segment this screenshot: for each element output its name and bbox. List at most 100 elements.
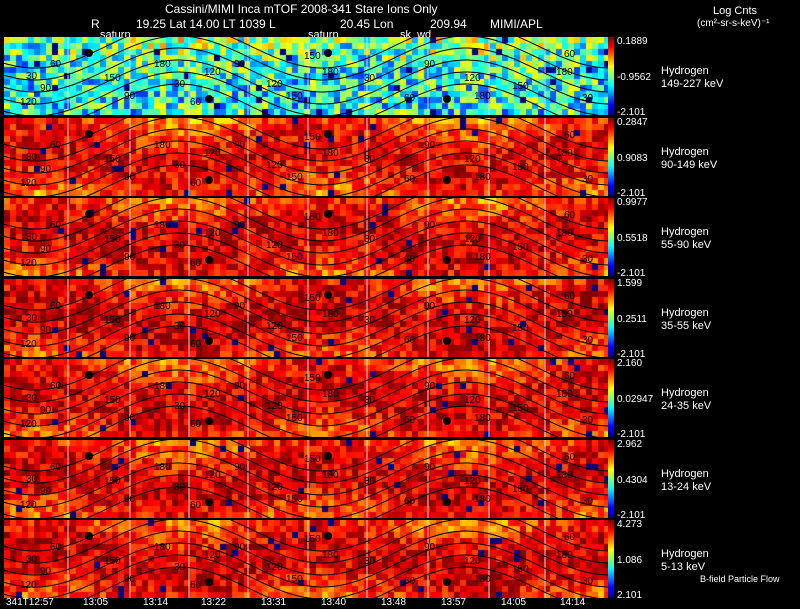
contour-label: 60 (50, 140, 62, 151)
contour-label: 90 (40, 486, 52, 497)
heatmap-panel: 30 60 90 120 150 180 30 60 90 120 150 180 30 60 90 120 1… (4, 520, 608, 598)
contour-label: 60 (404, 496, 416, 507)
chart-title: Cassini/MIMI Inca mTOF 2008-341 Stare Io… (165, 2, 438, 16)
pole-marker (205, 417, 213, 425)
contour-label: 150 (286, 252, 303, 263)
colorbar-tick-cmin: 2.101 (617, 590, 643, 601)
contour-label: 60 (404, 415, 416, 426)
contour-label: 60 (190, 178, 202, 189)
contour-label: 150 (104, 73, 121, 84)
contour-line (4, 140, 608, 186)
colorbar-tick-cmid: 0.9083 (617, 153, 648, 164)
colorbar-tick-cmin: -2.101 (617, 107, 646, 118)
contour-label: 120 (20, 419, 37, 430)
contour-line (4, 359, 608, 403)
x-tick-label: 14:05 (501, 597, 527, 608)
channel-energy: 35-55 keV (661, 320, 712, 332)
contour-label: 60 (404, 174, 416, 185)
pole-marker (205, 337, 213, 345)
contour-line (4, 462, 608, 508)
channel-species: Hydrogen (661, 146, 709, 158)
contour-label: 150 (104, 556, 121, 567)
contour-label: 180 (556, 148, 573, 159)
contour-label: 60 (50, 220, 62, 231)
contour-label: 60 (50, 462, 62, 473)
contour-label: 180 (474, 494, 491, 505)
contour-label: 30 (364, 395, 376, 406)
contour-label: 120 (464, 315, 481, 326)
contour-label: 60 (564, 210, 576, 221)
contour-label: 150 (512, 81, 529, 92)
contour-label: 150 (304, 51, 321, 62)
contour-label: 90 (424, 59, 436, 70)
contour-label: 60 (564, 452, 576, 463)
colorbar-tick-cmin: -2.101 (617, 268, 646, 279)
contour-line (4, 520, 608, 564)
contour-label: 60 (404, 335, 416, 346)
channel-energy: 55-90 keV (661, 239, 712, 251)
channel-species: Hydrogen (661, 548, 709, 560)
contour-line (4, 440, 608, 472)
contour-label: 30 (26, 152, 38, 163)
channel-species: Hydrogen (661, 307, 709, 319)
color-bar (608, 520, 614, 598)
contour-line (86, 164, 559, 196)
pole-marker (205, 95, 213, 103)
pole-marker (205, 578, 213, 586)
contour-label: 120 (20, 97, 37, 108)
contour-label: 120 (266, 321, 283, 332)
heatmap-panel: 30 60 90 120 150 180 30 60 90 120 150 180 30 60 90 120 1… (4, 440, 608, 518)
pole-marker (205, 176, 213, 184)
contour-label: 120 (20, 500, 37, 511)
channel-label: Hydrogen 24-35 keV (661, 387, 711, 413)
colorbar-tick-cmax: 1.599 (617, 278, 643, 289)
color-bar (608, 279, 614, 357)
contour-label: 180 (154, 220, 171, 231)
contour-label: 150 (286, 333, 303, 344)
contour-label: 120 (204, 470, 221, 481)
heatmap-pixels (4, 440, 608, 518)
contour-line (4, 118, 608, 150)
channel-label: Hydrogen 13-24 keV (661, 468, 711, 494)
contour-label: 180 (556, 67, 573, 78)
contour-label: 150 (286, 494, 303, 505)
contour-overlay: 3060901201501803060901201501803060901201… (4, 118, 608, 196)
contour-label: 90 (234, 140, 246, 151)
channel-label: Hydrogen 55-90 keV (661, 226, 711, 252)
pole-marker (324, 532, 332, 540)
contour-line (4, 359, 608, 391)
contour-label: 120 (204, 148, 221, 159)
pole-marker (85, 49, 93, 57)
contour-label: 150 (512, 484, 529, 495)
contour-label: 30 (26, 71, 38, 82)
contour-label: 90 (424, 381, 436, 392)
heatmap-pixels (4, 118, 608, 196)
color-bar (608, 37, 614, 115)
contour-overlay: 3060901201501803060901201501803060901201… (4, 198, 608, 276)
contour-label: 120 (20, 258, 37, 269)
pole-marker (85, 210, 93, 218)
contour-label: 120 (464, 395, 481, 406)
contour-label: 30 (364, 154, 376, 165)
channel-species: Hydrogen (661, 468, 709, 480)
contour-label: 60 (564, 532, 576, 543)
contour-label: 120 (204, 389, 221, 400)
r-label: R (91, 17, 100, 31)
pole-marker (85, 452, 93, 460)
contour-line (4, 301, 608, 347)
contour-overlay: 3060901201501803060901201501803060901201… (4, 359, 608, 437)
contour-label: 90 (234, 381, 246, 392)
contour-line (4, 232, 601, 276)
contour-label: 30 (364, 556, 376, 567)
position-info: 19.25 Lat 14.00 LT 1039 L (136, 17, 276, 31)
pole-marker (324, 371, 332, 379)
contour-label: 150 (104, 315, 121, 326)
contour-label: 150 (512, 162, 529, 173)
contour-label: 30 (174, 562, 186, 573)
contour-line (4, 474, 601, 518)
contour-label: 60 (404, 93, 416, 104)
contour-label: 180 (474, 333, 491, 344)
contour-label: 90 (234, 542, 246, 553)
colorbar-tick-cmid: 1.086 (617, 555, 643, 566)
contour-label: 90 (234, 462, 246, 473)
